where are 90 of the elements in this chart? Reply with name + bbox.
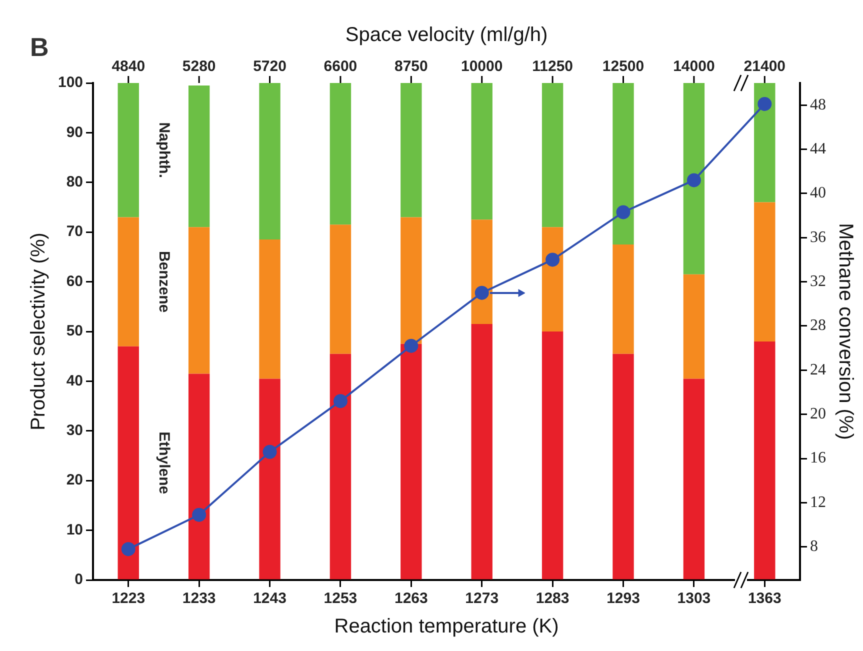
x-tick-label: 1303 [677,590,711,608]
chart-title: B [30,32,49,62]
y2-tick-label: 32 [810,273,826,290]
bar [400,83,422,218]
bar [754,202,776,342]
y2-tick-label: 28 [810,317,826,334]
text: Ethylene [156,432,173,494]
annotation: 21400 [744,58,786,75]
text: Benzene [156,250,173,313]
bar [118,217,139,346]
bar [683,378,705,580]
x-axis-title: Reaction temperature (K) [334,616,559,638]
annotation: 5720 [253,58,286,75]
x2-axis-title: Space velocity (ml/g/h) [345,24,548,46]
bar [330,224,352,354]
bar [754,83,776,202]
y-tick-label: 80 [66,174,84,191]
point [333,394,348,408]
y-tick-label: 50 [66,322,84,340]
annotation: 5280 [182,58,216,75]
y-tick-label: 70 [66,223,84,240]
annotation: 14000 [673,58,715,75]
bar [400,344,422,580]
bar [259,83,280,240]
y-tick-label: 90 [66,124,84,141]
y-tick-label: 60 [66,272,84,290]
x-tick-label: 1263 [394,590,428,608]
bar [612,244,634,354]
bar [471,220,492,324]
y-tick-label: 100 [58,74,84,92]
y2-tick-label: 40 [810,184,826,202]
bar [683,83,705,274]
bar [471,83,492,220]
bar [330,83,352,225]
point [121,542,136,556]
bar [683,274,705,379]
x-tick-label: 1253 [324,590,358,608]
point [192,508,206,522]
annotation: 11250 [532,58,574,75]
y-tick-label: 0 [74,571,84,588]
x-tick-label: 1293 [606,590,640,608]
annotation: 12500 [602,58,644,75]
y2-tick-label: 44 [810,140,826,158]
point [262,444,277,459]
y-tick-label: 40 [66,372,84,390]
y2-tick-label: 12 [810,494,826,511]
y2-tick-label: 20 [810,406,826,423]
bar [118,346,139,580]
y2-tick-label: 24 [810,361,826,378]
point [474,286,489,300]
bar [118,83,139,218]
bar [259,240,280,379]
x-tick-label: 1283 [536,590,570,608]
x-tick-label: 1223 [112,590,146,608]
x-tick-label: 1363 [748,590,782,608]
text: Naphth. [156,122,173,178]
point [404,338,418,353]
y2-tick-label: 36 [810,228,826,246]
point [616,205,630,220]
bar [542,332,564,580]
bar [188,374,210,580]
annotation: 8750 [394,58,428,75]
y2-tick-label: 16 [810,450,826,467]
bar [612,83,634,245]
bar [330,354,352,580]
x-tick-label: 1233 [182,590,216,608]
bar [542,227,564,332]
bar [188,227,210,374]
bar [754,341,776,580]
x-tick-label: 1273 [465,590,499,608]
annotation: 4840 [112,58,146,75]
x-tick-label: 1243 [253,590,286,608]
y-axis-title: Product selectivity (%) [28,232,50,430]
bar [259,378,280,580]
y2-tick-label: 48 [810,96,826,114]
y-tick-label: 10 [66,521,84,538]
y2-axis-title: Methane conversion (%) [834,223,856,440]
point [758,96,772,111]
bar [612,354,634,580]
y-tick-label: 20 [66,472,84,489]
y-tick-label: 30 [66,422,84,440]
point [686,173,701,188]
y2-tick-label: 8 [810,538,818,556]
bar [542,83,564,228]
annotation: 10000 [461,58,503,75]
annotation: 6600 [324,58,358,75]
bar [188,85,210,228]
point [546,252,560,267]
bar [471,324,492,580]
bar [400,217,422,344]
